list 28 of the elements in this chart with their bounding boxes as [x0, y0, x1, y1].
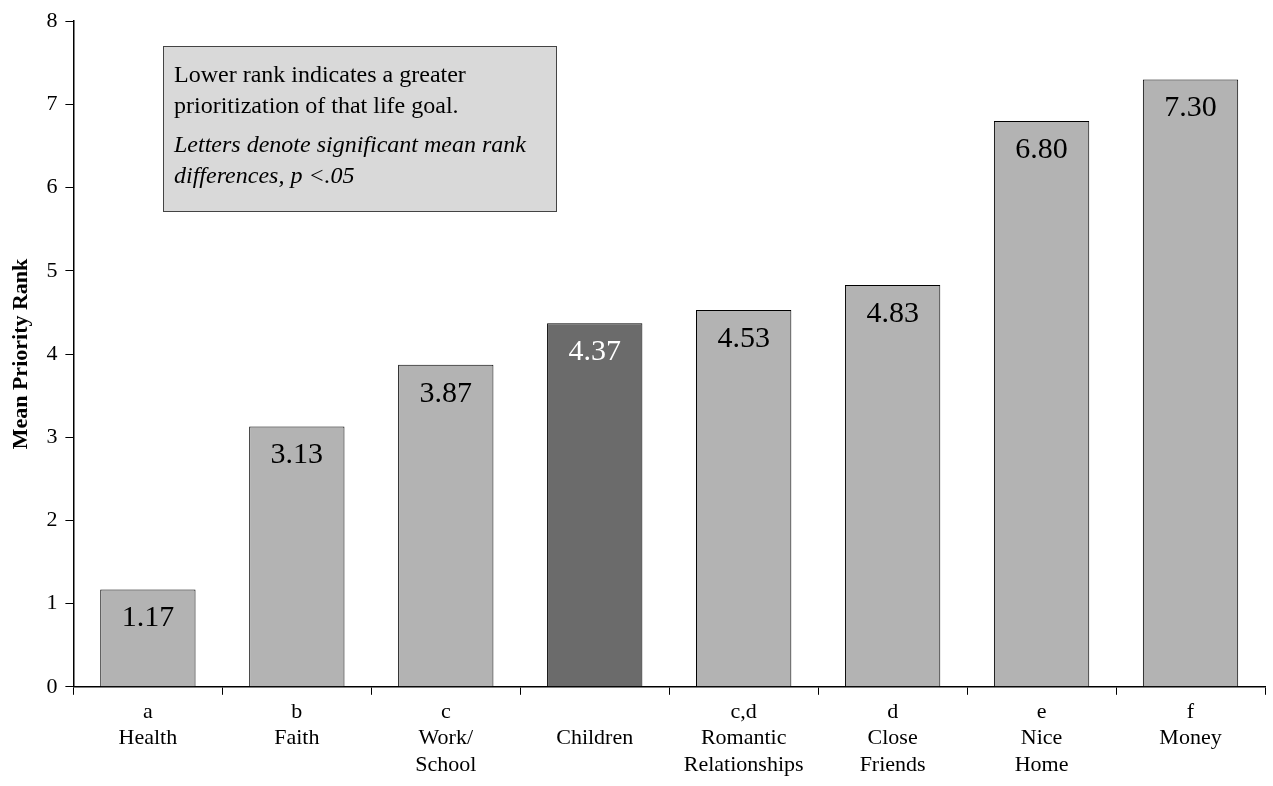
- x-tick-label: a Health: [118, 697, 178, 750]
- y-tick-label: 1: [46, 589, 58, 615]
- data-label: 1.17: [121, 599, 175, 633]
- data-label: 3.87: [419, 374, 473, 408]
- data-label: 4.37: [568, 333, 621, 367]
- y-tick-label: 3: [46, 422, 58, 448]
- y-tick-label: 6: [46, 173, 58, 199]
- x-tick-label: c,d Romantic Relationships: [683, 697, 804, 776]
- data-label: 4.53: [717, 319, 770, 353]
- y-tick-label: 4: [46, 339, 58, 365]
- data-label: 6.80: [1015, 130, 1068, 164]
- data-label: 4.83: [866, 294, 919, 328]
- annotation: Letters denote significant mean rank differences, p <.05: [174, 130, 527, 190]
- y-tick-label: 2: [46, 506, 58, 532]
- x-tick-label: d Close Friends: [859, 697, 926, 776]
- x-tick-label: b Faith: [274, 697, 320, 750]
- y-tick-label: 5: [46, 256, 58, 282]
- annotation: Lower rank indicates a greater prioritization of that life goal.: [174, 60, 467, 120]
- x-tick-label: f Money: [1159, 697, 1222, 750]
- x-tick-label: e Nice Home: [1014, 697, 1069, 776]
- y-tick-label: 7: [46, 90, 58, 116]
- y-tick-label: 8: [46, 6, 58, 32]
- y-axis-title: Mean Priority Rank: [6, 257, 32, 450]
- x-tick-label: c Work/ School: [415, 697, 477, 776]
- x-tick-label: Children: [556, 724, 634, 750]
- data-label: 7.30: [1164, 89, 1217, 123]
- y-tick-label: 0: [46, 672, 58, 698]
- data-label: 3.13: [270, 436, 324, 470]
